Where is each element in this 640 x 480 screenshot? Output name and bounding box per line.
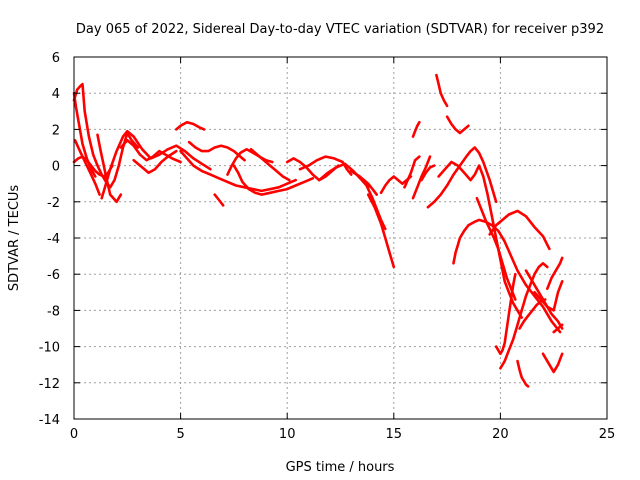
series-arc35: [499, 262, 549, 370]
series-arc8: [132, 149, 178, 175]
series-arc24: [411, 120, 421, 138]
x-tick-label: 5: [176, 427, 184, 442]
y-tick-label: 2: [52, 123, 60, 138]
grid-lines: [74, 57, 607, 419]
series-arc31: [452, 218, 562, 334]
y-tick-label: -10: [39, 341, 60, 356]
x-tick-label: 25: [599, 427, 616, 442]
series-arc28: [435, 73, 449, 108]
series-arc12: [213, 193, 225, 207]
chart-title: Day 065 of 2022, Sidereal Day-to-day VTE…: [76, 22, 604, 37]
series-arc41: [546, 256, 564, 290]
x-tick-label: 0: [70, 427, 78, 442]
series-arc22: [379, 175, 413, 195]
y-tick-label: 6: [52, 51, 60, 66]
series-arc36: [516, 359, 530, 388]
series-arc33: [488, 209, 551, 251]
series-arc29: [445, 115, 470, 135]
series-arc15: [249, 148, 291, 182]
series-arc42: [552, 323, 564, 334]
series-arc6: [100, 129, 212, 200]
series-arc7: [119, 139, 182, 164]
series-arc10: [187, 140, 246, 162]
y-tick-label: 4: [52, 87, 60, 102]
y-axis-label: SDTVAR / TECUs: [7, 185, 22, 292]
y-tick-label: -8: [47, 304, 60, 319]
y-tick-label: -14: [39, 413, 60, 428]
y-tick-label: 0: [52, 160, 60, 175]
axis-ticks: 0 5 10 15 20 25 -14 -12 -10 -8 -6 -4 -2 0 2 4 6: [39, 51, 616, 442]
series-arc2: [72, 91, 97, 178]
series-arc11: [179, 149, 297, 193]
series-arc3: [73, 139, 101, 196]
x-tick-label: 10: [279, 427, 296, 442]
x-axis-label: GPS time / hours: [286, 460, 395, 475]
series-arc34: [494, 272, 517, 356]
y-tick-label: -12: [39, 377, 60, 392]
x-tick-label: 15: [386, 427, 403, 442]
series-arc23: [403, 155, 421, 189]
series-arc5: [96, 133, 123, 204]
series-arc9: [175, 120, 206, 131]
data-series: [72, 73, 564, 388]
y-tick-label: -6: [47, 268, 60, 283]
series-arc32: [475, 196, 517, 301]
series-arc40: [541, 352, 564, 374]
series-arc20: [366, 193, 396, 269]
series-arc30: [437, 160, 523, 319]
series-arc18: [317, 162, 370, 189]
x-tick-label: 20: [492, 427, 509, 442]
series-arc25: [411, 155, 432, 200]
series-arc26: [420, 164, 436, 182]
series-arc27: [426, 146, 498, 209]
series-arc21: [362, 178, 387, 231]
series-arc17: [298, 155, 353, 176]
y-tick-label: -4: [47, 232, 60, 247]
y-tick-label: -2: [47, 196, 60, 211]
series-arc19: [349, 169, 378, 196]
series-arc14: [232, 164, 315, 196]
series-arc39: [533, 280, 564, 312]
